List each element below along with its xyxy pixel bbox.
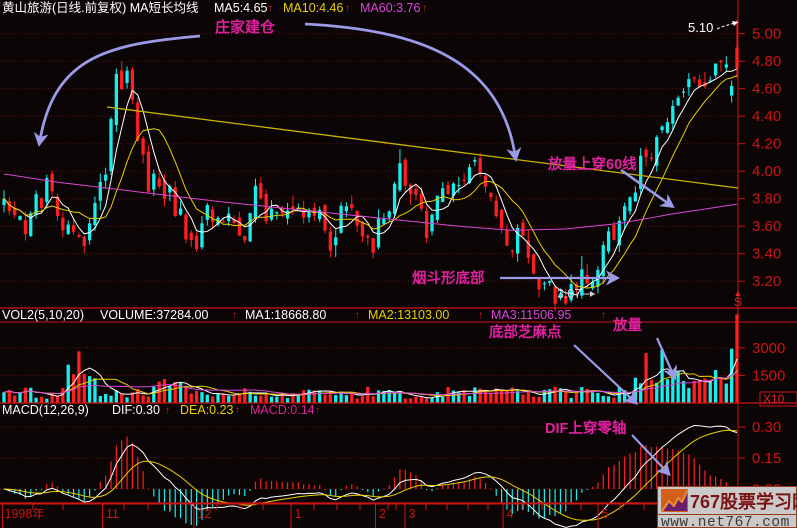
svg-text:0.30: 0.30 bbox=[752, 419, 781, 436]
svg-text:3.80: 3.80 bbox=[752, 191, 781, 208]
svg-text:DEA:0.23: DEA:0.23 bbox=[180, 403, 234, 417]
svg-text:黄山旅游(日线.前复权) MA短长均线: 黄山旅游(日线.前复权) MA短长均线 bbox=[2, 0, 199, 15]
svg-text:4: 4 bbox=[507, 507, 514, 521]
svg-text:12: 12 bbox=[198, 507, 212, 521]
svg-text:庄家建仓: 庄家建仓 bbox=[215, 18, 276, 36]
svg-text:↑: ↑ bbox=[355, 310, 360, 321]
svg-text:↑: ↑ bbox=[315, 405, 320, 416]
svg-text:4.20: 4.20 bbox=[752, 136, 781, 153]
svg-text:3: 3 bbox=[409, 507, 416, 521]
svg-text:MA10:4.46: MA10:4.46 bbox=[283, 1, 344, 15]
svg-text:3.40: 3.40 bbox=[752, 246, 781, 263]
svg-text:4.00: 4.00 bbox=[752, 163, 781, 180]
svg-text:↑: ↑ bbox=[235, 405, 240, 416]
svg-text:MA5:4.65: MA5:4.65 bbox=[214, 1, 268, 15]
svg-text:5.00: 5.00 bbox=[752, 26, 781, 43]
svg-text:↑: ↑ bbox=[345, 3, 350, 14]
svg-text:MA60:3.76: MA60:3.76 bbox=[360, 1, 421, 15]
svg-text:MA1:18668.80: MA1:18668.80 bbox=[245, 308, 326, 322]
svg-text:4.80: 4.80 bbox=[752, 53, 781, 70]
svg-text:MA3:11506.95: MA3:11506.95 bbox=[491, 308, 571, 322]
svg-text:1: 1 bbox=[295, 507, 302, 521]
svg-text:MA2:13103.00: MA2:13103.00 bbox=[368, 308, 449, 322]
svg-text:1998年: 1998年 bbox=[5, 507, 45, 521]
svg-text:4.60: 4.60 bbox=[752, 81, 781, 98]
svg-text:3.07: 3.07 bbox=[557, 287, 581, 301]
svg-text:3.20: 3.20 bbox=[752, 273, 781, 290]
svg-text:DIF:0.30: DIF:0.30 bbox=[112, 403, 160, 417]
svg-text:3.60: 3.60 bbox=[752, 218, 781, 235]
svg-text:3000: 3000 bbox=[752, 340, 785, 357]
svg-text:↑: ↑ bbox=[165, 405, 170, 416]
svg-text:↑: ↑ bbox=[232, 310, 237, 321]
svg-text:DIF上穿零轴: DIF上穿零轴 bbox=[545, 419, 626, 437]
svg-text:MACD:0.14: MACD:0.14 bbox=[250, 403, 315, 417]
svg-text:MACD(12,26,9): MACD(12,26,9) bbox=[2, 403, 89, 417]
svg-text:1500: 1500 bbox=[752, 367, 785, 384]
svg-text:↑: ↑ bbox=[268, 3, 273, 14]
svg-text:X10: X10 bbox=[763, 392, 785, 406]
svg-text:VOLUME:37284.00: VOLUME:37284.00 bbox=[100, 308, 208, 322]
svg-text:放量: 放量 bbox=[612, 316, 642, 334]
svg-text:VOL2(5,10,20): VOL2(5,10,20) bbox=[2, 308, 84, 322]
svg-text:0.15: 0.15 bbox=[752, 450, 781, 467]
svg-text:11: 11 bbox=[106, 507, 119, 521]
svg-text:底部芝麻点: 底部芝麻点 bbox=[489, 323, 562, 341]
svg-text:5: 5 bbox=[602, 507, 609, 521]
svg-text:4.40: 4.40 bbox=[752, 108, 781, 125]
svg-text:↑: ↑ bbox=[601, 310, 606, 321]
svg-text:▲: ▲ bbox=[734, 288, 743, 298]
svg-text:↑: ↑ bbox=[478, 310, 483, 321]
svg-text:2: 2 bbox=[379, 507, 386, 521]
svg-text:5.10: 5.10 bbox=[688, 20, 713, 35]
svg-text:767股票学习网: 767股票学习网 bbox=[690, 491, 797, 512]
svg-text:↑: ↑ bbox=[422, 3, 427, 14]
svg-text:烟斗形底部: 烟斗形底部 bbox=[412, 269, 485, 287]
